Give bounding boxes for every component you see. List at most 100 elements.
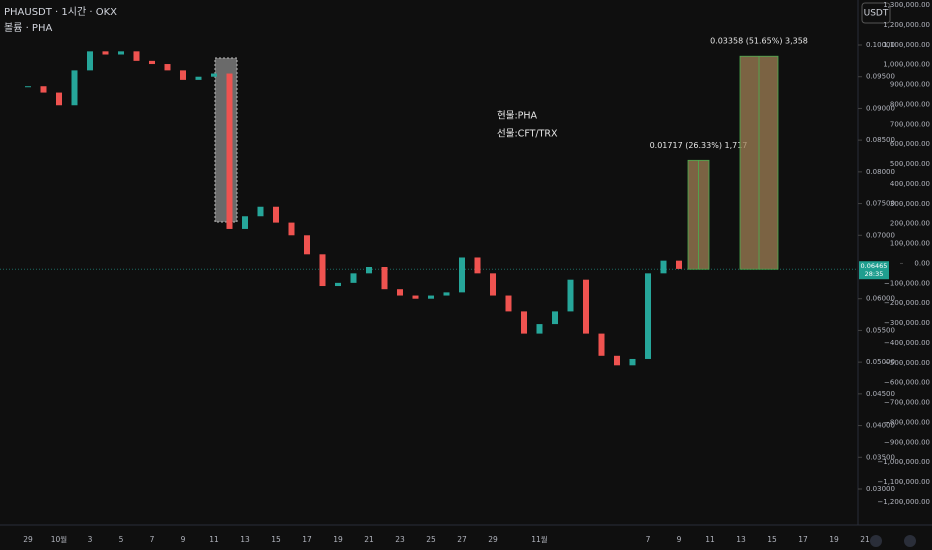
candle: [180, 70, 186, 80]
x-tick-label: 3: [88, 535, 93, 544]
icon-button[interactable]: [904, 535, 916, 547]
y2-tick-label: −600,000.00: [884, 379, 930, 387]
candle: [397, 289, 403, 296]
x-tick-label: 10월: [51, 534, 68, 544]
chart-title: PHAUSDT · 1시간 · OKX: [4, 6, 117, 18]
y2-tick-label: 300,000.00: [890, 200, 930, 208]
candle: [676, 260, 682, 269]
candle: [645, 273, 651, 359]
candle: [288, 222, 295, 236]
annotation: 선물:CFT/TRX: [497, 129, 558, 140]
y-tick-label: 0.04000: [866, 422, 895, 430]
y2-tick-label: 0.00: [914, 259, 930, 267]
x-tick-label: 5: [119, 535, 124, 544]
y2-tick-label: −1,100,000.00: [877, 478, 930, 486]
candle: [490, 273, 496, 296]
candle: [87, 51, 93, 71]
y2-tick-label: −800,000.00: [884, 418, 930, 426]
y2-tick-label: −100,000.00: [884, 279, 930, 287]
y-tick-label: 0.07500: [866, 200, 895, 208]
measure-label: 0.01717 (26.33%) 1,717: [650, 141, 748, 150]
x-tick-label: 25: [426, 535, 436, 544]
y2-tick-label: −500,000.00: [884, 359, 930, 367]
candle: [536, 324, 543, 334]
x-tick-label: 9: [677, 535, 682, 544]
x-tick-label: 9: [181, 535, 186, 544]
candle: [428, 295, 434, 299]
x-tick-label: 11: [705, 535, 715, 544]
y2-tick-label: 400,000.00: [890, 180, 930, 188]
candle: [149, 60, 155, 65]
y2-tick-label: −300,000.00: [884, 319, 930, 327]
candle: [614, 355, 620, 366]
candle: [335, 282, 341, 287]
candle: [381, 267, 388, 290]
candle: [25, 86, 31, 88]
y2-tick-label: −1,000,000.00: [877, 458, 930, 466]
y-tick-label: 0.03000: [866, 485, 895, 493]
y-tick-label: 0.04500: [866, 390, 895, 398]
y2-tick-label: −700,000.00: [884, 399, 930, 407]
candle: [474, 257, 481, 274]
candle: [567, 279, 574, 312]
y-tick-label: 0.08000: [866, 168, 895, 176]
y-tick-label: 0.10000: [866, 41, 895, 49]
x-tick-label: 17: [302, 535, 312, 544]
x-tick-label: 21: [860, 535, 870, 544]
candle: [350, 273, 357, 283]
x-tick-label: 21: [364, 535, 374, 544]
y2-tick-label: 200,000.00: [890, 220, 930, 228]
y2-tick-label: 1,300,000.00: [883, 1, 930, 9]
x-tick-label: 13: [736, 535, 746, 544]
y-tick-label: 0.05000: [866, 358, 895, 366]
candle: [242, 216, 248, 229]
candle: [552, 311, 558, 325]
measure-label: 0.03358 (51.65%) 3,358: [710, 37, 808, 46]
x-tick-label: 15: [271, 535, 281, 544]
x-tick-label: 19: [333, 535, 343, 544]
candle: [71, 70, 78, 106]
candle: [211, 73, 217, 77]
y2-tick-label: 500,000.00: [890, 160, 930, 168]
y-tick-label: 0.09500: [866, 73, 895, 81]
x-tick-label: 19: [829, 535, 839, 544]
y2-tick-label: −1,200,000.00: [877, 498, 930, 506]
volume-label: 볼륨 · PHA: [4, 22, 52, 34]
highlight-box: [214, 57, 238, 223]
y2-tick-label: 1,200,000.00: [883, 21, 930, 29]
y-tick-label: 0.08500: [866, 136, 895, 144]
currency: USDT: [864, 9, 889, 19]
candle: [505, 295, 512, 312]
candle: [304, 235, 310, 255]
candle: [118, 51, 124, 55]
y2-tick-label: 800,000.00: [890, 100, 930, 108]
y2-tick-label: 600,000.00: [890, 140, 930, 148]
y-tick-label: 0.06000: [866, 295, 895, 303]
last-price-tag: [859, 261, 889, 280]
y-tick-label: 0.03500: [866, 453, 895, 461]
countdown: 28:35: [865, 270, 884, 278]
x-tick-label: 7: [150, 535, 155, 544]
candle: [598, 333, 605, 356]
icon-button[interactable]: [870, 535, 882, 547]
candle: [629, 358, 636, 366]
x-tick-label: 23: [395, 535, 405, 544]
x-tick-label: 27: [457, 535, 467, 544]
candle: [443, 292, 450, 296]
y2-tick-label: −400,000.00: [884, 339, 930, 347]
currency-button[interactable]: [861, 2, 891, 24]
candle: [660, 260, 667, 274]
candle: [583, 279, 589, 334]
candle: [226, 73, 233, 229]
y-tick-label: 0.05500: [866, 326, 895, 334]
y2-tick-label: 900,000.00: [890, 81, 930, 89]
candle: [257, 206, 264, 217]
candle: [412, 295, 419, 299]
last-price-label: 0.06465: [861, 262, 888, 270]
x-tick-label: 11월: [531, 534, 548, 544]
x-tick-label: 17: [798, 535, 808, 544]
candle: [273, 206, 279, 223]
candle: [459, 257, 465, 293]
